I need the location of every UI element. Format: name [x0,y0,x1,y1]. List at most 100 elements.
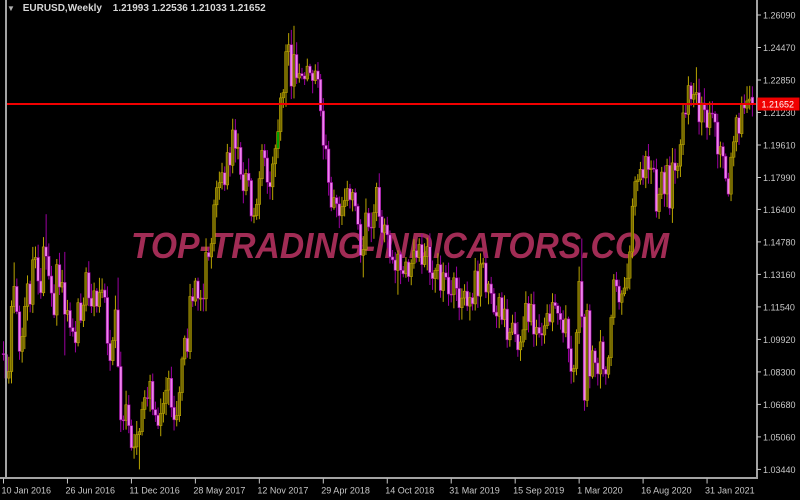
candle-body [430,272,435,279]
candle-body [457,288,461,308]
candle-body [590,350,595,377]
candle-body [180,358,184,393]
candle-body [364,212,368,250]
candle-body [257,178,261,205]
candle-body [15,286,19,312]
candle-body [353,192,357,207]
candle-body [412,250,416,264]
candle-body [588,310,592,377]
candle-body [425,246,429,257]
candle-body [279,97,283,132]
candle-body [97,292,101,307]
candle-body [510,322,515,333]
candle-body [481,262,485,265]
candle-body [23,305,27,337]
candle-body [324,145,328,150]
candle-body [356,205,360,225]
candle-body [76,302,80,344]
candle-body [548,313,552,323]
candle-body [12,286,16,307]
candle-body [569,348,573,372]
candle-body [462,290,467,299]
candle-body [732,141,736,158]
candle-body [670,162,674,209]
candle-body [444,272,448,278]
y-axis-label: 1.19610 [763,141,796,151]
candle-body [446,276,451,295]
candle-body [540,333,544,336]
candle-body [460,297,464,309]
candle-body [127,404,131,426]
candle-body [119,366,123,421]
candle-body [199,297,203,300]
candle-body [676,165,680,171]
candle-body [271,163,275,188]
candle-body [281,92,285,99]
candle-body [177,392,182,417]
candle-body [20,336,24,352]
candle-body [489,283,493,294]
x-axis-label: 15 Sep 2019 [513,486,564,496]
candle-body [73,331,78,344]
candle-body [337,203,341,217]
candle-body [55,264,59,316]
candle-body [596,362,600,375]
candle-body [321,110,325,146]
candle-body [191,296,195,302]
candle-body [396,253,400,271]
candle-body [601,341,605,370]
candle-body [644,156,648,179]
candlestick-series [1,25,754,470]
candle-body [345,188,349,201]
candle-body [673,162,677,171]
candle-body [228,152,232,166]
candle-body [401,270,405,275]
candle-body [265,157,269,183]
candle-body [247,173,251,181]
candle-body [161,403,166,414]
x-axis-label: 10 Jan 2016 [2,486,52,496]
candle-body [585,310,589,401]
candle-body [273,148,277,165]
candle-body [89,297,93,307]
candle-body [572,368,576,372]
candle-body [297,73,301,79]
candle-body [622,287,626,295]
x-axis-label: 16 Aug 2020 [641,486,692,496]
y-axis-label: 1.06680 [763,400,796,410]
y-axis-label: 1.14780 [763,237,796,247]
candle-body [153,409,158,416]
candle-body [148,380,152,399]
candle-body [524,302,528,331]
candle-body [255,204,259,216]
candle-body [201,297,206,300]
candle-body [537,327,541,334]
candle-body [721,146,725,157]
candle-body [705,109,709,128]
candle-body [239,147,243,175]
candle-body [660,171,664,195]
chart-dropdown-icon[interactable]: ▼ [7,4,15,13]
candle-body [308,65,312,74]
y-axis-label: 1.03440 [763,465,796,475]
y-axis-label: 1.13160 [763,270,796,280]
candle-body [289,44,293,87]
candle-body [718,146,722,155]
candle-body [310,72,315,81]
candle-body [686,85,690,115]
axes[interactable]: 1.26090 1.24470 1.22850 1.21230 1.19610 1.179… [2,11,796,496]
candle-body [60,282,64,288]
candle-body [414,250,419,258]
y-axis-label: 1.24470 [763,43,796,53]
y-axis-label: 1.26090 [763,11,796,21]
candle-body [116,309,120,367]
candle-body [689,85,693,100]
candle-body [156,414,160,426]
candle-body [508,331,512,341]
candle-body [681,112,685,145]
candle-body [207,252,211,258]
candle-body [420,244,424,265]
candle-body [628,251,632,279]
x-axis-label: 14 Oct 2018 [385,486,434,496]
